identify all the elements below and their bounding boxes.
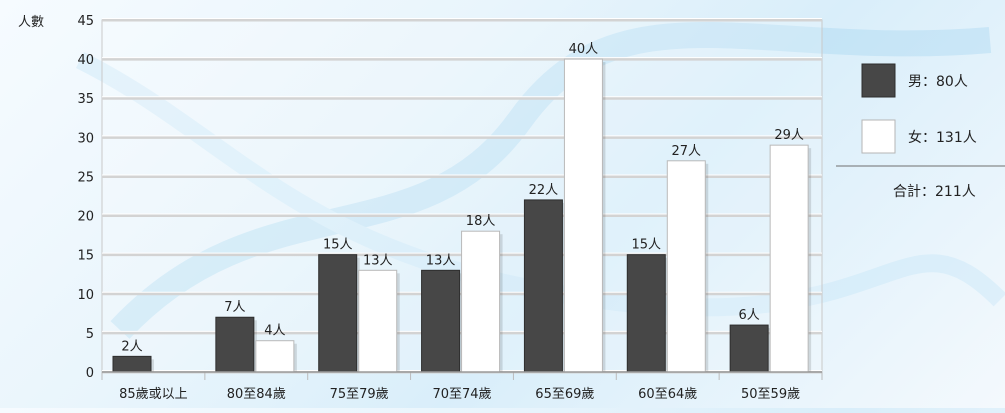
- x-tick-label: 85歲或以上: [119, 387, 188, 402]
- bar-female: [769, 144, 809, 373]
- data-label: 7人: [224, 300, 245, 315]
- bar-female: [666, 160, 706, 373]
- y-tick-label: 25: [77, 170, 94, 185]
- bar-male: [318, 254, 358, 373]
- y-tick-label: 40: [77, 53, 94, 68]
- bar-female: [255, 340, 295, 373]
- data-label: 22人: [529, 183, 559, 198]
- x-tick-label: 70至74歲: [432, 387, 491, 402]
- y-tick-label: 45: [77, 14, 94, 29]
- y-tick-label: 30: [77, 131, 94, 146]
- legend-label-female: 女：131人: [908, 129, 977, 146]
- y-tick-label: 10: [77, 288, 94, 303]
- y-axis-label: 人數: [18, 15, 44, 30]
- bar-female: [563, 58, 603, 373]
- bar-male: [421, 269, 461, 373]
- data-label: 27人: [672, 144, 702, 159]
- data-label: 4人: [264, 324, 285, 339]
- x-tick-label: 60至64歲: [638, 387, 697, 402]
- legend-total: 合計：211人: [893, 184, 976, 200]
- data-label: 29人: [774, 128, 804, 143]
- x-tick-label: 65至69歲: [535, 387, 594, 402]
- bar-male: [523, 199, 563, 373]
- y-tick-label: 35: [77, 92, 94, 107]
- bar-male: [215, 316, 255, 373]
- legend-swatch-male: [861, 63, 896, 98]
- bar-female: [358, 269, 398, 373]
- data-label: 13人: [363, 253, 393, 268]
- data-label: 2人: [121, 339, 142, 354]
- x-tick-label: 75至79歲: [330, 387, 389, 402]
- bar-male: [112, 355, 152, 373]
- bar-layer: [112, 58, 812, 373]
- y-tick-label: 0: [86, 366, 94, 381]
- data-label: 40人: [569, 42, 599, 57]
- legend-swatch-female: [861, 119, 896, 154]
- bar-female: [461, 230, 501, 373]
- bar-male: [729, 324, 769, 373]
- y-tick-label: 5: [86, 327, 94, 342]
- axis-layer: 0 5 10 15 20 25 30 35 40 45 人數 85歲或以上 80至84歲 75至79歲 70…: [18, 14, 823, 402]
- x-tick-label: 80至84歲: [227, 387, 286, 402]
- data-label: 13人: [426, 253, 456, 268]
- data-label: 6人: [739, 308, 760, 323]
- data-label: 18人: [466, 214, 496, 229]
- legend-label-male: 男：80人: [908, 74, 968, 90]
- bar-male: [626, 254, 666, 373]
- x-tick-label: 50至59歲: [741, 387, 800, 402]
- y-tick-label: 15: [77, 249, 94, 264]
- data-label: 15人: [323, 238, 353, 253]
- label-layer: 2人 7人 4人 15人 13人 13人 18人 22人 40人 15人 27人 6人 29人: [121, 42, 804, 354]
- y-tick-label: 20: [77, 210, 94, 225]
- data-label: 15人: [632, 238, 662, 253]
